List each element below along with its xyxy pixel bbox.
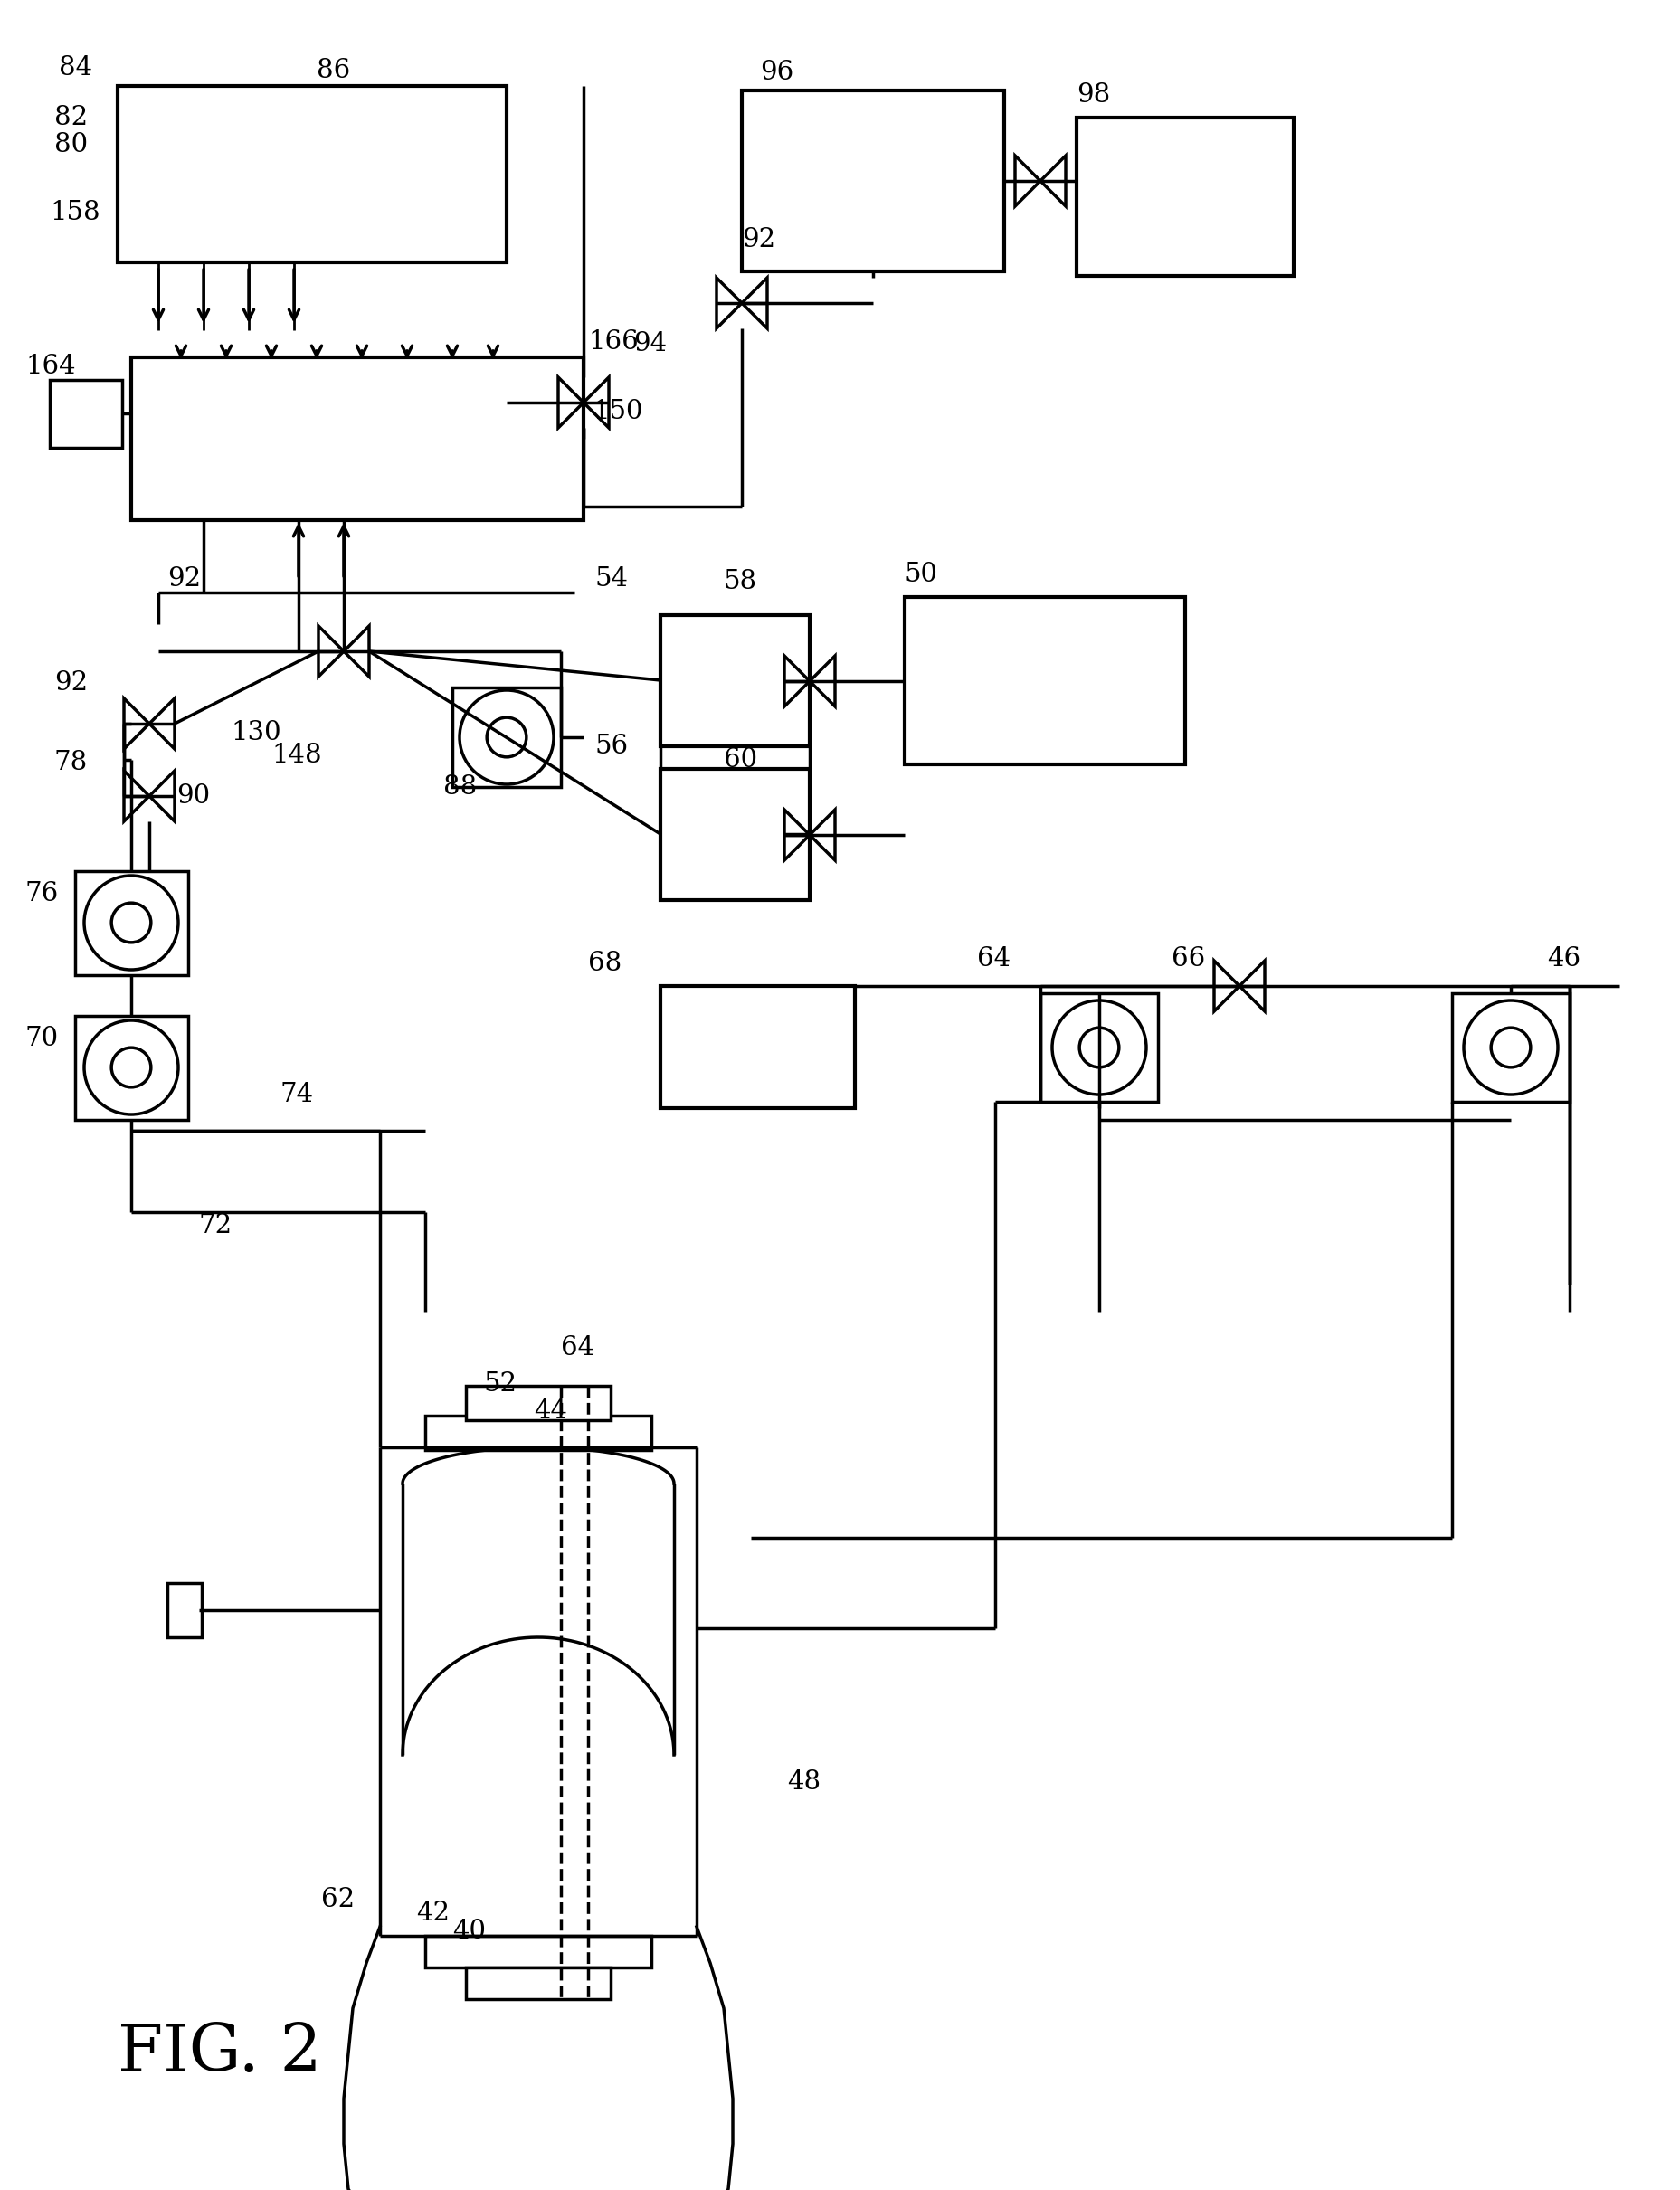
- Bar: [1040, 994, 1158, 1102]
- Text: 94: 94: [633, 331, 667, 357]
- Text: 164: 164: [25, 355, 76, 379]
- Text: 80: 80: [54, 131, 87, 158]
- Text: 166: 166: [588, 328, 638, 355]
- Text: 56: 56: [595, 734, 628, 760]
- Bar: [904, 598, 1184, 764]
- Bar: [131, 357, 583, 521]
- Text: 68: 68: [588, 950, 622, 977]
- Text: 92: 92: [741, 228, 774, 252]
- Text: 72: 72: [198, 1213, 232, 1237]
- Text: 64: 64: [561, 1336, 595, 1360]
- Text: 52: 52: [484, 1371, 517, 1397]
- Text: 40: 40: [452, 1918, 486, 1945]
- Text: 86: 86: [316, 57, 349, 83]
- Bar: [76, 872, 188, 975]
- Text: 64: 64: [976, 946, 1010, 972]
- Text: 60: 60: [724, 747, 758, 773]
- Text: 130: 130: [230, 721, 281, 745]
- Text: 96: 96: [759, 59, 793, 85]
- Text: 76: 76: [25, 880, 59, 907]
- Bar: [741, 90, 1003, 272]
- Bar: [465, 1967, 610, 1999]
- Bar: [660, 986, 855, 1108]
- Text: 44: 44: [534, 1399, 566, 1424]
- Text: 58: 58: [724, 569, 758, 593]
- Text: 78: 78: [54, 749, 87, 775]
- Bar: [452, 688, 561, 786]
- Text: 48: 48: [786, 1770, 820, 1794]
- Text: 88: 88: [444, 775, 477, 799]
- Bar: [425, 1936, 652, 1967]
- Text: 74: 74: [281, 1082, 314, 1108]
- Text: 62: 62: [321, 1888, 354, 1912]
- Bar: [425, 1415, 652, 1450]
- Bar: [660, 615, 810, 747]
- Text: 82: 82: [54, 105, 87, 129]
- Text: 148: 148: [270, 742, 321, 769]
- Text: 42: 42: [417, 1901, 449, 1925]
- Bar: [76, 1016, 188, 1119]
- Bar: [118, 85, 506, 263]
- Text: 98: 98: [1075, 83, 1110, 107]
- Text: 92: 92: [54, 670, 87, 696]
- Text: 158: 158: [50, 199, 101, 226]
- Bar: [465, 1386, 610, 1419]
- Text: FIG. 2: FIG. 2: [118, 2021, 321, 2085]
- Text: 150: 150: [593, 399, 642, 425]
- Text: 84: 84: [59, 55, 92, 81]
- Bar: [1452, 994, 1569, 1102]
- Text: 50: 50: [904, 563, 937, 587]
- Text: 70: 70: [25, 1025, 59, 1051]
- Text: 90: 90: [176, 784, 210, 808]
- Text: 92: 92: [168, 567, 202, 591]
- Text: 46: 46: [1546, 946, 1579, 972]
- Bar: [168, 1583, 202, 1638]
- Text: 54: 54: [595, 567, 628, 591]
- Bar: [660, 769, 810, 900]
- Bar: [50, 379, 123, 447]
- Text: 66: 66: [1171, 946, 1205, 972]
- Bar: [1075, 118, 1294, 276]
